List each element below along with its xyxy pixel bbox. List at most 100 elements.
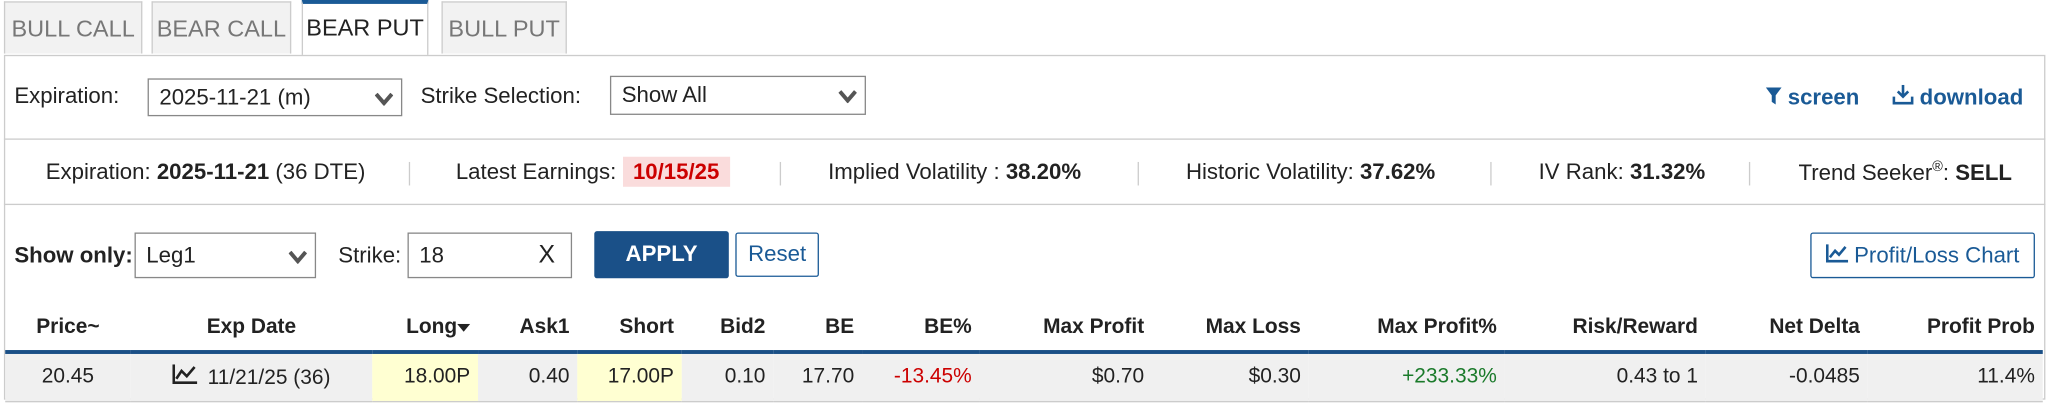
column-header: Short — [577, 305, 682, 354]
reset-button[interactable]: Reset — [735, 232, 819, 277]
cell-text: 0.43 to 1 — [1616, 365, 1698, 388]
table-cell: 18.00P — [372, 351, 479, 403]
table-cell: +233.33% — [1308, 351, 1505, 403]
column-header: BE% — [862, 305, 980, 354]
results-table: Price~ Exp Date Long Ask1 Short Bid2 BE BE% Max … — [5, 305, 2043, 403]
column-header: Net Delta — [1705, 305, 1868, 354]
label: Latest Earnings: — [455, 159, 617, 185]
cell-text: 17.00P — [607, 365, 674, 388]
apply-button[interactable]: APPLY — [594, 231, 729, 279]
strike-select[interactable]: Show All — [609, 75, 866, 115]
cell-text: -0.0485 — [1789, 365, 1860, 388]
strike-label: Strike: — [338, 242, 402, 268]
column-header: Bid2 — [681, 305, 774, 354]
cell-text: +233.33% — [1402, 365, 1497, 388]
value: 38.20% — [1005, 159, 1082, 185]
value: SELL — [1955, 160, 2012, 186]
header-text: Price~ — [36, 316, 100, 339]
info-hv: Historic Volatility: 37.62% — [1186, 159, 1435, 185]
chart-icon[interactable] — [172, 364, 198, 384]
table-cell: -0.0485 — [1705, 351, 1868, 403]
table-row: 20.45 11/21/25 (36) 18.00P 0.40 17.00P 0.10 17… — [5, 351, 2043, 403]
cell-text: 0.10 — [724, 365, 766, 388]
tab-active[interactable]: BEAR PUT — [301, 0, 429, 55]
label: IV Rank: — [1538, 159, 1624, 185]
cell-text: -13.45% — [893, 365, 972, 388]
table-cell: 11.4% — [1867, 351, 2043, 403]
clear-button[interactable]: X — [538, 241, 556, 270]
divider — [3, 138, 2046, 140]
separator — [408, 161, 411, 186]
chevron — [838, 90, 857, 104]
screen-link[interactable]: screen — [1765, 84, 1860, 111]
separator — [1137, 161, 1139, 186]
column-header: Long — [372, 305, 479, 354]
header-text: BE% — [924, 316, 972, 339]
header-text: Profit Prob — [1926, 316, 2035, 339]
chevron — [288, 250, 307, 264]
header-text: Bid2 — [720, 316, 766, 339]
show-only-select[interactable]: Leg1 — [134, 232, 317, 279]
strike-input[interactable]: 18 X — [407, 232, 573, 279]
tab[interactable]: BULL CALL — [3, 1, 143, 54]
separator — [779, 161, 782, 186]
label: Implied Volatility : — [828, 159, 1000, 185]
strike-select-value: Show All — [621, 82, 707, 108]
column-header: BE — [773, 305, 863, 354]
info-earnings: Latest Earnings: 10/15/25 — [455, 156, 730, 187]
separator — [1748, 161, 1751, 186]
expiration-label: Expiration: — [14, 83, 120, 109]
column-header: Profit Prob — [1867, 305, 2043, 354]
profit-loss-chart-button[interactable]: Profit/Loss Chart — [1810, 232, 2035, 279]
column-header: Risk/Reward — [1504, 305, 1706, 354]
separator — [1490, 161, 1492, 186]
download-icon — [1892, 84, 1914, 105]
tab[interactable]: BEAR CALL — [151, 1, 292, 54]
note: (36 DTE) — [275, 159, 366, 185]
column-header: Exp Date — [130, 305, 373, 354]
header-text: Exp Date — [206, 316, 297, 339]
table-cell: 11/21/25 (36) — [130, 351, 373, 403]
expiration-value: 2025-11-21 (m) — [159, 84, 311, 110]
header-text: Risk/Reward — [1572, 316, 1698, 339]
cell-text: 18.00P — [403, 365, 471, 388]
cell-text: $0.30 — [1248, 365, 1301, 388]
column-header: Max Profit — [979, 305, 1152, 354]
chart-icon — [1825, 244, 1848, 263]
table-cell: 0.43 to 1 — [1504, 351, 1706, 403]
cell-text: $0.70 — [1091, 365, 1145, 388]
column-header: Price~ — [5, 305, 131, 354]
header-text: Max Loss — [1205, 316, 1301, 339]
download-link[interactable]: download — [1892, 84, 2024, 111]
download-text: download — [1919, 84, 2024, 110]
show-only-value: Leg1 — [146, 242, 196, 268]
value: 31.32% — [1629, 159, 1706, 185]
header-text: BE — [825, 316, 855, 339]
column-header: Max Profit% — [1308, 305, 1505, 354]
value: 2025-11-21 — [156, 159, 270, 185]
strike-selection-label: Strike Selection: — [420, 83, 582, 109]
column-header: Max Loss — [1151, 305, 1309, 354]
table-cell: $0.70 — [979, 351, 1152, 403]
show-only-label: Show only: — [14, 242, 133, 268]
chevron — [374, 92, 394, 106]
value: 10/15/25 — [622, 156, 730, 187]
cell-text: 0.40 — [528, 365, 570, 388]
cell-text: 11.4% — [1977, 365, 2035, 388]
info-iv-rank: IV Rank: 31.32% — [1539, 159, 1706, 185]
table-cell: $0.30 — [1151, 351, 1309, 403]
strike-input-value: 18 — [419, 242, 444, 268]
info-trend: Trend Seeker®: SELL — [1799, 159, 2012, 186]
mark: ® — [1932, 159, 1943, 176]
tab[interactable]: BULL PUT — [441, 1, 567, 54]
filter-icon — [1765, 87, 1782, 105]
header-text: Max Profit% — [1377, 316, 1497, 339]
table-cell: 0.10 — [681, 351, 774, 403]
screen-text: screen — [1787, 84, 1860, 110]
expiration-select[interactable]: 2025-11-21 (m) — [147, 78, 403, 117]
sort-arrow — [457, 323, 471, 332]
header-text: Net Delta — [1769, 316, 1860, 339]
divider — [3, 203, 2046, 206]
